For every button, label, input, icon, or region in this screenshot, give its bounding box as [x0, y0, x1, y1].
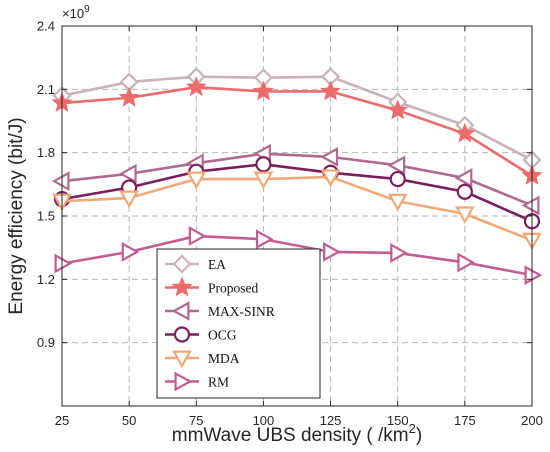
legend: EA Proposed MAX-SINR OCG MDA RM	[156, 248, 321, 399]
data-point-proposed	[454, 122, 476, 143]
x-tick-label: 125	[320, 413, 342, 428]
y-axis-title: Energy efficiency (bit/J)	[6, 117, 27, 314]
x-tick-label: 75	[189, 413, 203, 428]
legend-item-ocg: OCG	[165, 326, 237, 343]
y-tick-label: 1.2	[37, 272, 55, 287]
y-axis-exponent: ×109	[62, 4, 90, 21]
y-tick-label: 0.9	[37, 335, 55, 350]
x-tick-label: 200	[521, 413, 543, 428]
series-line-max-sinr	[61, 152, 533, 207]
legend-item-max-sinr: MAX-SINR	[165, 301, 275, 321]
legend-marker	[172, 254, 192, 274]
data-point-rm	[255, 229, 274, 250]
x-axis-title-superscript: 2	[409, 421, 416, 436]
data-point-rm	[457, 252, 476, 273]
data-point-ocg	[255, 156, 272, 173]
data-point-mda	[454, 206, 475, 225]
data-point-rm	[323, 242, 341, 262]
y-tick-label: 2.4	[37, 19, 55, 34]
legend-marker	[174, 371, 193, 392]
data-point-proposed	[387, 99, 409, 120]
data-point-rm	[121, 242, 140, 262]
data-point-max-sinr	[521, 195, 540, 216]
data-point-mda	[387, 193, 408, 212]
exponent-base: ×10	[62, 6, 84, 21]
data-point-mda	[320, 169, 341, 188]
data-point-max-sinr	[387, 155, 406, 176]
x-tick-labels: 25 50 75 100 125 150 175 200	[55, 413, 543, 428]
y-tick-label: 1.8	[37, 145, 55, 160]
data-point-proposed	[118, 86, 140, 107]
legend-marker	[171, 276, 193, 297]
x-tick-label: 100	[253, 413, 275, 428]
legend-label: OCG	[208, 328, 237, 343]
legend-box	[156, 248, 321, 399]
series-line-rm	[61, 234, 533, 277]
x-axis-title-end: )	[416, 425, 422, 446]
x-axis-title: mmWave UBS density ( /km2)	[172, 421, 422, 446]
x-tick-label: 150	[387, 413, 409, 428]
legend-label: MDA	[208, 351, 240, 366]
y-tick-label: 2.1	[37, 82, 55, 97]
legend-item-mda: MDA	[165, 350, 240, 369]
series-line-mda	[61, 175, 533, 242]
data-point-mda	[186, 171, 207, 190]
exponent-power: 9	[84, 4, 90, 15]
data-point-rm	[188, 226, 207, 246]
legend-label: EA	[208, 257, 226, 272]
data-point-ocg	[389, 170, 406, 188]
legend-item-proposed: Proposed	[165, 276, 258, 297]
series-rm	[54, 226, 543, 285]
legend-marker	[171, 301, 190, 321]
data-point-rm	[524, 265, 543, 285]
x-tick-label: 50	[122, 413, 136, 428]
data-point-max-sinr	[51, 171, 70, 192]
legend-item-ea: EA	[165, 254, 226, 274]
y-tick-label: 1.5	[37, 209, 55, 224]
legend-marker	[172, 350, 192, 369]
series-line-ocg	[61, 162, 533, 223]
data-point-proposed	[320, 80, 342, 101]
data-point-proposed	[185, 76, 207, 97]
data-point-max-sinr	[454, 168, 473, 188]
legend-label: MAX-SINR	[208, 304, 275, 319]
data-point-ocg	[456, 183, 473, 200]
legend-label: RM	[208, 375, 229, 390]
x-tick-label: 25	[55, 413, 69, 428]
legend-marker	[173, 326, 191, 343]
data-point-mda	[253, 171, 274, 190]
series-line-ea	[61, 75, 533, 162]
data-point-mda	[119, 190, 140, 209]
series-line-proposed	[61, 85, 533, 177]
data-point-rm	[390, 243, 408, 263]
tick-marks	[61, 25, 533, 406]
data-point-proposed	[252, 80, 274, 101]
legend-entries: EA Proposed MAX-SINR OCG MDA RM	[165, 254, 275, 392]
x-axis-title-main: mmWave UBS density ( /km	[172, 425, 409, 446]
legend-item-rm: RM	[165, 371, 229, 392]
legend-label: Proposed	[208, 281, 258, 296]
data-point-rm	[54, 253, 73, 274]
data-point-max-sinr	[320, 147, 339, 167]
x-tick-label: 175	[454, 413, 476, 428]
y-tick-labels: 0.9 1.2 1.5 1.8 2.1 2.4	[37, 19, 55, 351]
data-point-max-sinr	[118, 163, 137, 184]
